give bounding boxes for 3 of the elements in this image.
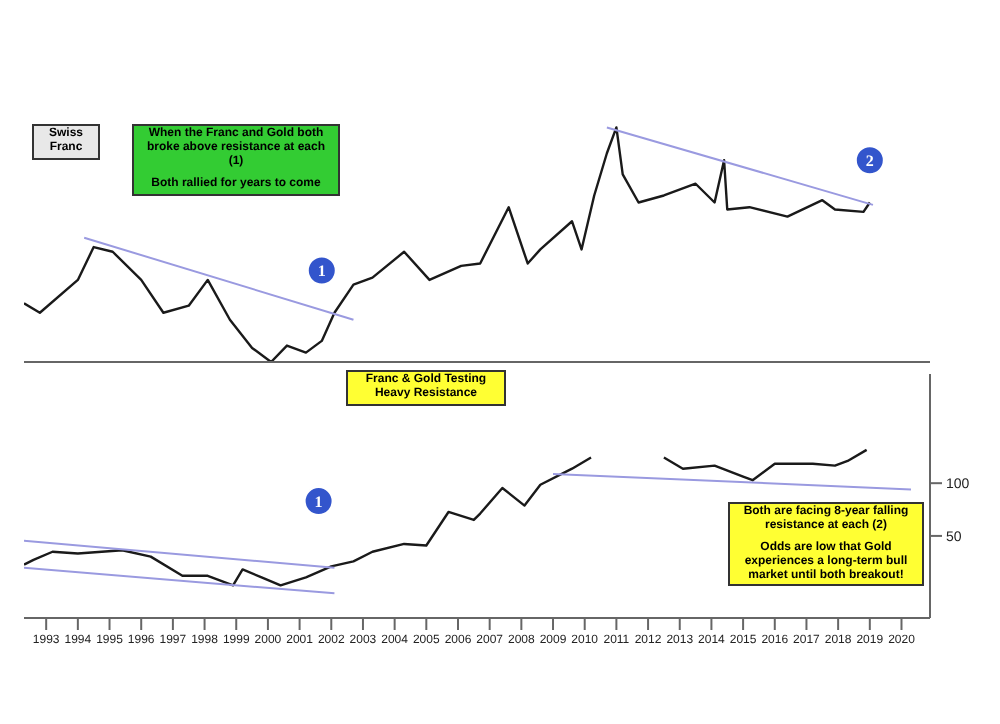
- annotation: 1: [317, 262, 326, 281]
- annotation: 2: [865, 151, 874, 170]
- annotation: 1: [314, 492, 323, 511]
